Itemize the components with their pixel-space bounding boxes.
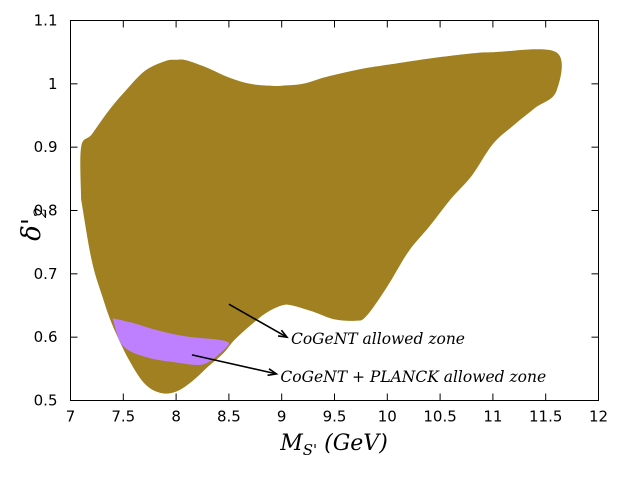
x-tick-label: 10.5 <box>423 408 456 426</box>
y-tick-label: 0.5 <box>34 392 58 410</box>
x-tick-label: 8 <box>171 408 181 426</box>
annotation-cogent-label: CoGeNT allowed zone <box>291 330 465 348</box>
annotation-cogent-planck-label: CoGeNT + PLANCK allowed zone <box>280 368 546 386</box>
y-tick-label: 0.7 <box>34 265 58 283</box>
x-tick-label: 8.5 <box>217 408 241 426</box>
annotation-arrow-line <box>228 303 288 338</box>
y-tick-label: 0.6 <box>34 328 58 346</box>
allowed-regions <box>80 49 562 394</box>
annotation-arrow-line <box>191 354 277 375</box>
y-tick-label: 1.1 <box>34 12 58 30</box>
axis-ticks: 7 7.5 8 8.5 9 9.5 10 10.5 11 11.5 120.50.60.70.80.… <box>34 12 608 426</box>
x-axis-title-sub: S' <box>303 441 317 459</box>
cogent-allowed-region <box>80 49 562 394</box>
cogent-planck-allowed-region <box>112 318 229 365</box>
y-tick-label: 1 <box>48 75 58 93</box>
x-tick-label: 7 <box>66 408 76 426</box>
x-axis-title: MS' (GeV) <box>279 431 388 459</box>
annotation-arrow-head <box>267 368 279 377</box>
annotation-arrow-head <box>277 329 289 339</box>
annotations: CoGeNT allowed zone CoGeNT + PLANCK allow… <box>191 303 546 386</box>
y-axis-title-main: δ' <box>17 218 47 241</box>
y-tick-label: 0.8 <box>34 202 58 220</box>
x-tick-label: 11.5 <box>529 408 562 426</box>
y-axis-title-sub: 2 <box>31 207 51 219</box>
x-axis-title-rest: (GeV) <box>317 431 388 456</box>
x-axis-title-main: M <box>279 431 303 456</box>
x-tick-label: 11 <box>483 408 502 426</box>
x-tick-label: 7.5 <box>111 408 135 426</box>
x-tick-label: 10 <box>378 408 397 426</box>
x-tick-label: 9 <box>277 408 287 426</box>
y-tick-label: 0.9 <box>34 138 58 156</box>
x-tick-label: 9.5 <box>323 408 347 426</box>
y-axis-title: δ'2 <box>17 207 51 241</box>
x-tick-label: 12 <box>589 408 608 426</box>
